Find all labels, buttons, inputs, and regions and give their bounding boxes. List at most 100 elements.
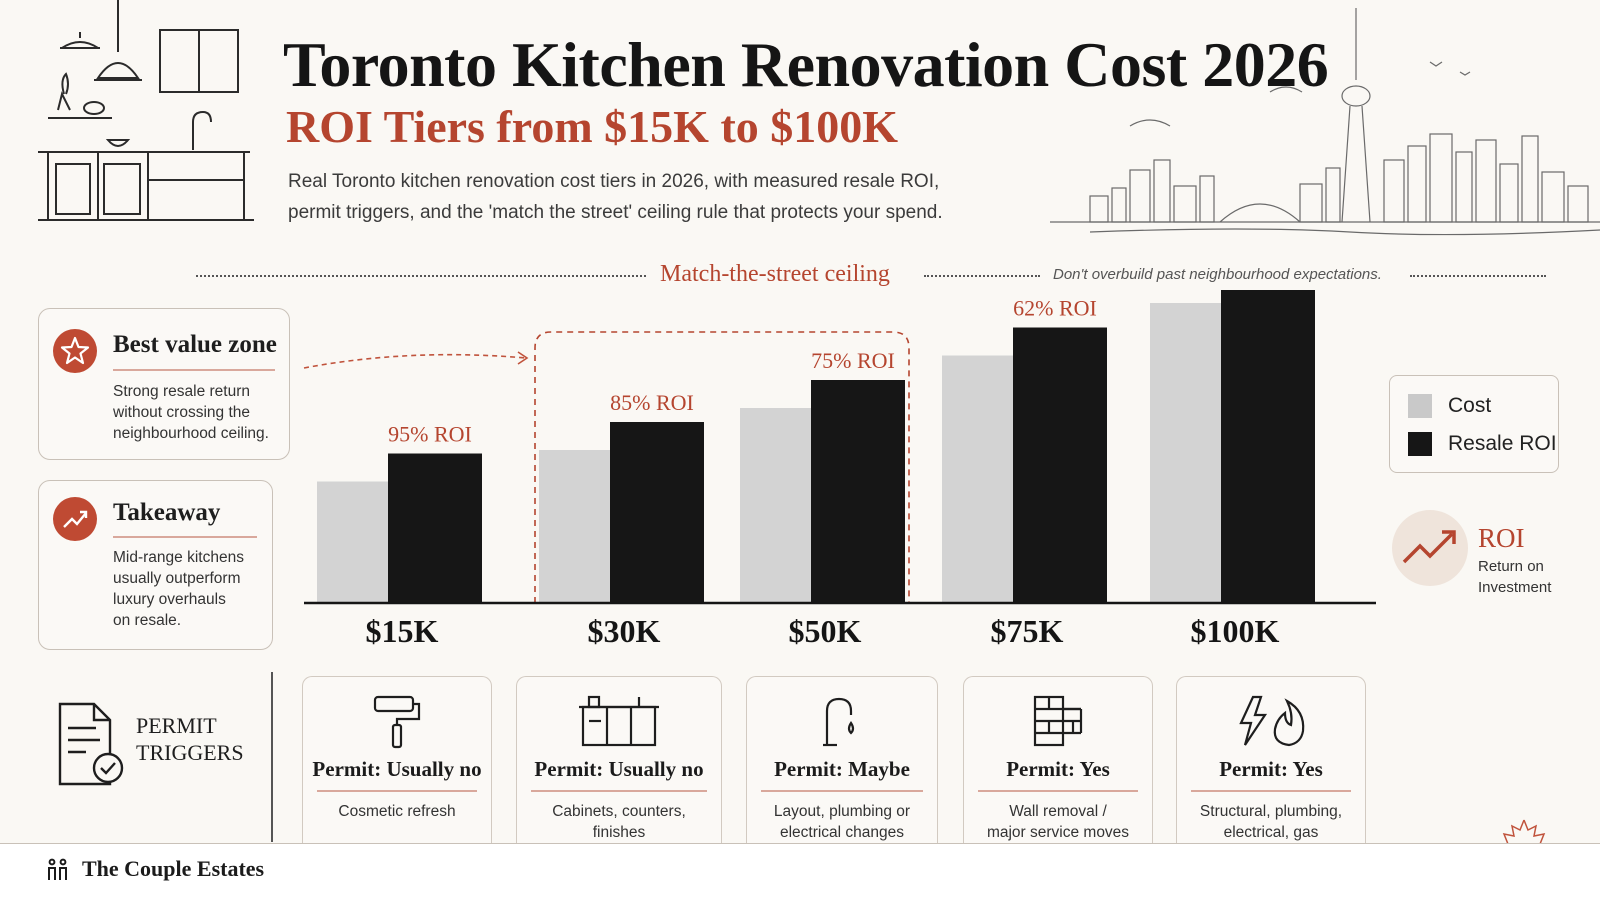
roi-data-label: 85% ROI [610,390,694,415]
paint-roller-icon [367,693,427,754]
permit-card: Permit: Usually no Cabinets, counters, f… [516,676,722,849]
roi-note-text: Return on Investment [1478,556,1588,598]
star-icon [53,329,97,373]
permit-title: Permit: Yes [1219,757,1323,781]
x-tick-label: $100K [1191,613,1280,649]
card-divider [113,536,257,538]
card-title: Takeaway [113,499,221,526]
best-value-card: Best value zone Strong resale return wit… [38,308,290,460]
permit-title: Permit: Maybe [774,757,910,781]
card-divider [113,369,275,371]
dotted-rule [196,275,646,277]
chart-legend: Cost Resale ROI [1389,375,1559,473]
permit-desc-line: Layout, plumbing or [773,803,911,820]
dashed-arrow [303,351,529,369]
permit-desc-line: Cabinets, counters, [552,803,686,820]
permit-card: Permit: Yes Wall removal / major service… [963,676,1153,849]
legend-swatch-roi [1408,432,1432,456]
cabinet-icon [577,693,661,754]
permit-divider-line [978,790,1138,792]
roi-trend-icon [1392,510,1468,586]
kitchen-illustration [38,0,254,221]
card-body: Strong resale return without crossing th… [113,381,283,444]
bar-cost [1150,303,1232,603]
card-line: without crossing the [113,404,250,421]
permit-divider-line [761,790,923,792]
permit-card: Permit: Maybe Layout, plumbing or electr… [746,676,938,849]
roi-data-label: 62% ROI [1013,296,1097,321]
takeaway-card: Takeaway Mid-range kitchens usually outp… [38,480,273,650]
permit-desc-line: electrical, gas [1223,824,1319,841]
x-tick-label: $50K [789,613,862,649]
legend-swatch-cost [1408,394,1432,418]
card-title: Best value zone [113,331,277,358]
permit-title: Permit: Yes [1006,757,1110,781]
permit-desc: Layout, plumbing or electrical changes [755,801,929,843]
maple-leaf-icon [1502,819,1546,844]
footer-brand: The Couple Estates [82,856,265,881]
permit-desc-line: major service moves [986,824,1130,841]
roi-note-title: ROI [1478,523,1525,553]
toronto-skyline-illustration [1050,8,1600,236]
card-line: usually outperform [113,570,241,587]
bar-cost [942,355,1024,603]
bar-resale-roi [1221,290,1315,603]
bar-resale-roi [388,453,482,603]
card-line: luxury overhauls [113,591,226,608]
card-line: on resale. [113,612,182,629]
couple-icon [48,858,67,880]
dotted-rule [924,275,1040,277]
permit-desc: Cosmetic refresh [311,801,483,822]
highlight-zone [534,331,910,603]
intro-line: permit triggers, and the 'match the stre… [288,202,943,223]
roi-bar-chart: 95% ROI $15K 85% ROI $30K 75% ROI $50K 62% ROI… [304,290,1376,649]
permit-desc: Wall removal / major service moves [972,801,1144,843]
bolt-flame-icon [1233,693,1309,754]
legend-label-roi: Resale ROI [1448,432,1557,455]
permit-heading-line: PERMIT [136,713,217,738]
dotted-rule [1410,275,1546,277]
permit-desc-line: electrical changes [779,824,905,841]
card-line: Mid-range kitchens [113,549,244,566]
legend-label-cost: Cost [1448,394,1492,417]
bar-resale-roi [610,422,704,603]
faucet-icon [817,693,867,754]
permit-title: Permit: Usually no [312,757,482,781]
bar-resale-roi [811,380,905,603]
match-street-label: Match-the-street ceiling [660,261,890,287]
intro-text: Real Toronto kitchen renovation cost tie… [288,166,988,228]
bar-resale-roi [1013,327,1107,603]
x-tick-label: $15K [366,613,439,649]
permit-desc: Cabinets, counters, finishes [525,801,713,843]
bar-cost [317,481,399,603]
match-street-note: Don't overbuild past neighbourhood expec… [1053,266,1382,283]
card-line: neighbourhood ceiling. [113,425,269,442]
card-line: Strong resale return [113,383,250,400]
page-subtitle: ROI Tiers from $15K to $100K [286,101,899,152]
permit-desc-line: finishes [592,824,646,841]
trend-up-icon [53,497,97,541]
roi-data-label: 75% ROI [811,348,895,373]
permit-divider-line [317,790,477,792]
x-tick-label: $75K [991,613,1064,649]
permit-desc-line: Structural, plumbing, [1199,803,1343,820]
permit-triggers-heading: PERMIT TRIGGERS [136,712,266,766]
permit-document-icon [58,702,124,786]
page-title: Toronto Kitchen Renovation Cost 2026 [283,29,1329,100]
permit-divider [271,672,273,842]
x-tick-label: $30K [588,613,661,649]
brick-wall-icon [1031,693,1085,754]
intro-line: Real Toronto kitchen renovation cost tie… [288,171,940,192]
permit-card: Permit: Usually no Cosmetic refresh [302,676,492,849]
roi-data-label: 95% ROI [388,422,472,447]
permit-desc-line: Cosmetic refresh [338,803,456,820]
permit-card: Permit: Yes Structural, plumbing, electr… [1176,676,1366,849]
bar-cost [740,408,822,603]
permit-heading-line: TRIGGERS [136,740,244,765]
permit-divider-line [1191,790,1351,792]
permit-divider-line [531,790,707,792]
footer-bar [0,843,1600,901]
permit-desc-line: Wall removal / [1009,803,1107,820]
permit-desc: Structural, plumbing, electrical, gas [1185,801,1357,843]
roi-note-line: Investment [1478,579,1552,596]
